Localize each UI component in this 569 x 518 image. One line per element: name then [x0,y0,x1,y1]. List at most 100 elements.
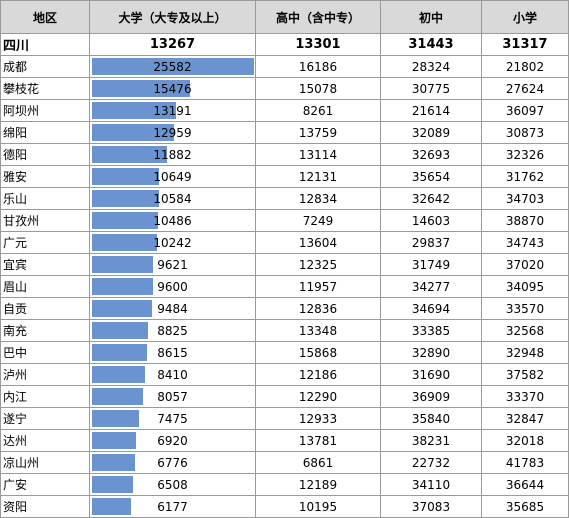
university-cell[interactable]: 8615 [89,341,256,364]
middle-school-cell[interactable]: 22732 [380,451,482,474]
primary-school-cell[interactable]: 41783 [481,451,569,474]
primary-school-cell[interactable]: 32948 [481,341,569,364]
region-cell[interactable]: 攀枝花 [0,77,90,100]
summary-middle-school[interactable]: 31443 [380,33,482,56]
middle-school-cell[interactable]: 38231 [380,429,482,452]
middle-school-cell[interactable]: 21614 [380,99,482,122]
high-school-cell[interactable]: 13348 [255,319,381,342]
university-cell[interactable]: 9484 [89,297,256,320]
region-cell[interactable]: 成都 [0,55,90,78]
high-school-cell[interactable]: 7249 [255,209,381,232]
region-cell[interactable]: 巴中 [0,341,90,364]
university-cell[interactable]: 11882 [89,143,256,166]
high-school-cell[interactable]: 6861 [255,451,381,474]
primary-school-cell[interactable]: 32847 [481,407,569,430]
middle-school-cell[interactable]: 31749 [380,253,482,276]
high-school-cell[interactable]: 12186 [255,363,381,386]
primary-school-cell[interactable]: 32568 [481,319,569,342]
middle-school-cell[interactable]: 32089 [380,121,482,144]
region-cell[interactable]: 南充 [0,319,90,342]
region-cell[interactable]: 眉山 [0,275,90,298]
high-school-cell[interactable]: 13759 [255,121,381,144]
university-cell[interactable]: 25582 [89,55,256,78]
middle-school-cell[interactable]: 29837 [380,231,482,254]
high-school-cell[interactable]: 12325 [255,253,381,276]
primary-school-cell[interactable]: 36097 [481,99,569,122]
header-high-school[interactable]: 高中（含中专） [255,0,381,34]
middle-school-cell[interactable]: 37083 [380,495,482,518]
middle-school-cell[interactable]: 28324 [380,55,482,78]
region-cell[interactable]: 泸州 [0,363,90,386]
university-cell[interactable]: 9600 [89,275,256,298]
high-school-cell[interactable]: 13114 [255,143,381,166]
university-cell[interactable]: 15476 [89,77,256,100]
university-cell[interactable]: 6776 [89,451,256,474]
header-university[interactable]: 大学（大专及以上） [89,0,256,34]
region-cell[interactable]: 乐山 [0,187,90,210]
university-cell[interactable]: 13191 [89,99,256,122]
high-school-cell[interactable]: 15078 [255,77,381,100]
high-school-cell[interactable]: 13604 [255,231,381,254]
region-cell[interactable]: 甘孜州 [0,209,90,232]
university-cell[interactable]: 8057 [89,385,256,408]
primary-school-cell[interactable]: 37582 [481,363,569,386]
primary-school-cell[interactable]: 21802 [481,55,569,78]
region-cell[interactable]: 宜宾 [0,253,90,276]
primary-school-cell[interactable]: 32018 [481,429,569,452]
university-cell[interactable]: 10584 [89,187,256,210]
high-school-cell[interactable]: 15868 [255,341,381,364]
primary-school-cell[interactable]: 33570 [481,297,569,320]
region-cell[interactable]: 广安 [0,473,90,496]
header-region[interactable]: 地区 [0,0,90,34]
university-cell[interactable]: 8825 [89,319,256,342]
middle-school-cell[interactable]: 34694 [380,297,482,320]
middle-school-cell[interactable]: 32693 [380,143,482,166]
high-school-cell[interactable]: 12290 [255,385,381,408]
region-cell[interactable]: 自贡 [0,297,90,320]
region-cell[interactable]: 德阳 [0,143,90,166]
high-school-cell[interactable]: 12189 [255,473,381,496]
university-cell[interactable]: 12959 [89,121,256,144]
primary-school-cell[interactable]: 36644 [481,473,569,496]
middle-school-cell[interactable]: 34110 [380,473,482,496]
university-cell[interactable]: 7475 [89,407,256,430]
region-cell[interactable]: 达州 [0,429,90,452]
header-primary-school[interactable]: 小学 [481,0,569,34]
high-school-cell[interactable]: 16186 [255,55,381,78]
high-school-cell[interactable]: 12834 [255,187,381,210]
primary-school-cell[interactable]: 34095 [481,275,569,298]
middle-school-cell[interactable]: 33385 [380,319,482,342]
middle-school-cell[interactable]: 31690 [380,363,482,386]
middle-school-cell[interactable]: 30775 [380,77,482,100]
high-school-cell[interactable]: 13781 [255,429,381,452]
region-cell[interactable]: 雅安 [0,165,90,188]
high-school-cell[interactable]: 12836 [255,297,381,320]
middle-school-cell[interactable]: 35654 [380,165,482,188]
university-cell[interactable]: 10242 [89,231,256,254]
region-cell[interactable]: 遂宁 [0,407,90,430]
region-cell[interactable]: 阿坝州 [0,99,90,122]
summary-university[interactable]: 13267 [89,33,256,56]
primary-school-cell[interactable]: 31762 [481,165,569,188]
region-cell[interactable]: 内江 [0,385,90,408]
region-cell[interactable]: 绵阳 [0,121,90,144]
middle-school-cell[interactable]: 34277 [380,275,482,298]
region-cell[interactable]: 广元 [0,231,90,254]
high-school-cell[interactable]: 12131 [255,165,381,188]
middle-school-cell[interactable]: 32890 [380,341,482,364]
summary-high-school[interactable]: 13301 [255,33,381,56]
university-cell[interactable]: 9621 [89,253,256,276]
university-cell[interactable]: 8410 [89,363,256,386]
university-cell[interactable]: 10486 [89,209,256,232]
primary-school-cell[interactable]: 37020 [481,253,569,276]
university-cell[interactable]: 6508 [89,473,256,496]
middle-school-cell[interactable]: 35840 [380,407,482,430]
primary-school-cell[interactable]: 35685 [481,495,569,518]
primary-school-cell[interactable]: 30873 [481,121,569,144]
region-cell[interactable]: 凉山州 [0,451,90,474]
region-cell[interactable]: 资阳 [0,495,90,518]
high-school-cell[interactable]: 10195 [255,495,381,518]
high-school-cell[interactable]: 11957 [255,275,381,298]
university-cell[interactable]: 6177 [89,495,256,518]
primary-school-cell[interactable]: 33370 [481,385,569,408]
